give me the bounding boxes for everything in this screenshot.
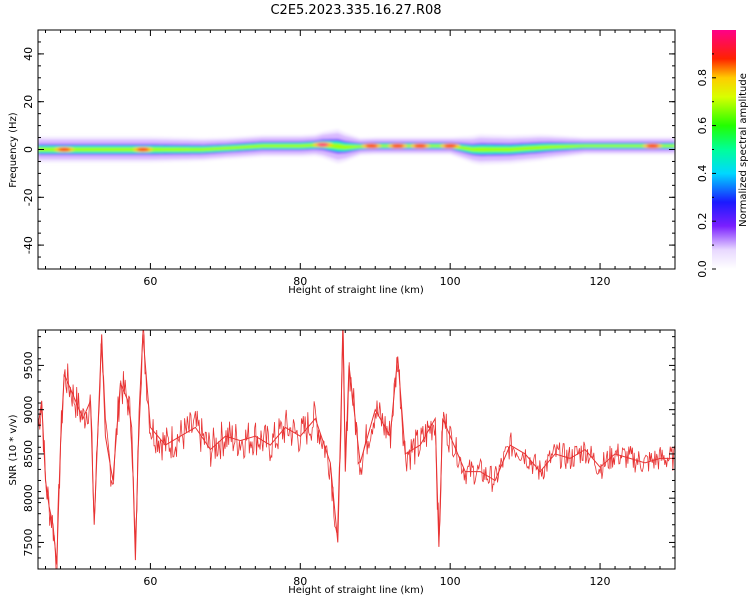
snr-ytick-label: 9000 [22,396,35,424]
spectrogram-panel: 60 80 100 120 -40 -20 0 20 40 Height of straight… [8,29,676,296]
spectral-peak [414,144,427,148]
spectrogram-plot-area [38,129,675,165]
spectrogram-axes: 60 80 100 120 -40 -20 0 20 40 [22,29,676,288]
snr-ylabel: SNR (10 * v/v) [8,414,19,485]
snr-ytick-label: 7500 [22,528,35,556]
colorbar: 0.0 0.2 0.4 0.6 0.8 Normalized spectral ampl… [696,30,749,278]
colorbar-tick-label: 0.6 [696,117,709,135]
spectrogram-xlabel: Height of straight line (km) [288,285,424,296]
snr-ytick-label: 9500 [22,351,35,379]
spectrogram-ytick-label: 40 [22,47,35,61]
spectrogram-xtick-label: 80 [293,275,307,288]
spectrogram-xtick-label: 100 [440,275,461,288]
snr-xtick-label: 60 [143,575,157,588]
snr-xtick-label: 80 [293,575,307,588]
spectrogram-ylabel: Frequency (Hz) [8,112,19,188]
snr-xtick-label: 100 [440,575,461,588]
spectral-peak [136,147,149,152]
figure-title: C2E5.2023.335.16.27.R08 [270,3,441,18]
colorbar-label: Normalized spectral amplitude [738,73,749,227]
spectrogram-ytick-label: 20 [22,95,35,109]
snr-ytick-label: 8000 [22,484,35,512]
spectrogram-xtick-label: 120 [590,275,611,288]
colorbar-tick-label: 0.8 [696,69,709,87]
colorbar-gradient [712,30,736,269]
spectral-peak [316,143,329,147]
colorbar-tick-label: 0.0 [696,260,709,278]
snr-plot-area [38,330,675,569]
spectrogram-ytick-label: -40 [22,236,35,254]
colorbar-ticks: 0.0 0.2 0.4 0.6 0.8 [696,53,716,278]
snr-xtick-label: 120 [590,575,611,588]
spectral-band [38,129,675,165]
spectral-peak [58,147,71,152]
spectrogram-ytick-label: -20 [22,188,35,206]
spectral-peak [365,144,378,148]
spectral-band-layer [38,143,675,152]
snr-ytick-label: 8500 [22,440,35,468]
spectrogram-xtick-label: 60 [143,275,157,288]
spectral-peak [391,144,404,148]
snr-axes: 60 80 100 120 7500 8000 8500 9000 9500 [22,330,676,588]
spectrogram-ytick-label: 0 [22,146,35,153]
colorbar-tick-label: 0.2 [696,212,709,230]
snr-frame [37,329,676,570]
snr-xlabel: Height of straight line (km) [288,585,424,596]
snr-noise-trace [38,330,675,569]
snr-panel: 60 80 100 120 7500 8000 8500 9000 9500 Height of… [8,329,676,596]
spectral-peak [646,144,659,148]
spectral-peak [444,144,457,148]
snr-series-line [38,330,675,565]
colorbar-tick-label: 0.4 [696,165,709,183]
